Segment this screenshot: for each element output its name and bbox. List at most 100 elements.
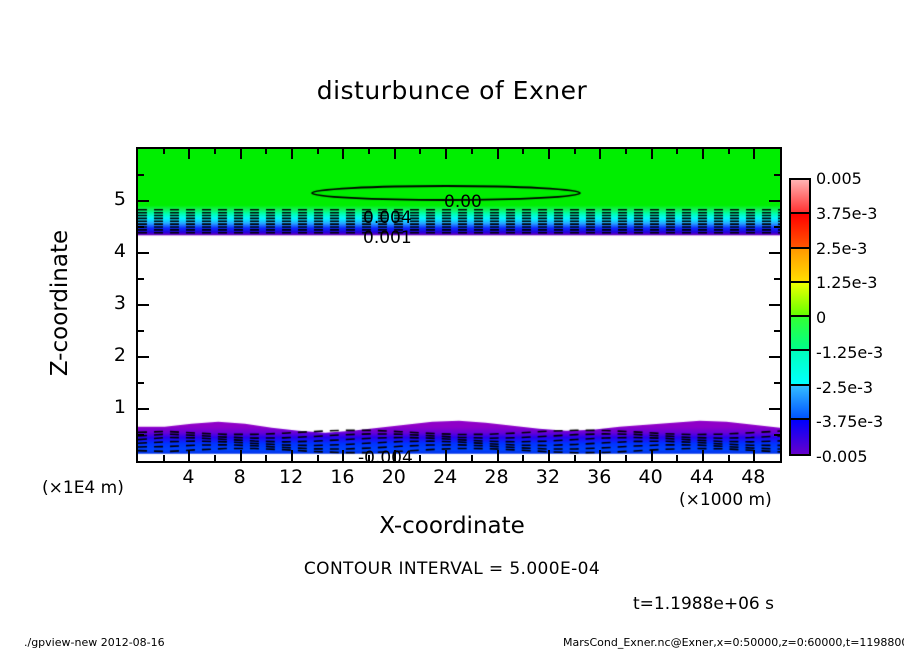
- x-tick-22: [419, 455, 422, 461]
- x-tick-label: 24: [433, 466, 458, 488]
- y-tick-right-4: [769, 252, 780, 254]
- x-tick-top-42: [676, 148, 679, 154]
- contour-value-label: 0.004: [363, 208, 412, 228]
- y-axis-unit-label: (×1E4 m): [42, 478, 124, 498]
- x-tick-14: [316, 455, 319, 461]
- x-tick-top-32: [547, 148, 550, 159]
- y-tick-1: [138, 408, 149, 410]
- colorbar-band-4: [791, 317, 809, 352]
- colorbar-label: -3.75e-3: [816, 412, 884, 432]
- colorbar-label: 3.75e-3: [816, 203, 878, 223]
- x-tick-24: [445, 450, 448, 461]
- x-axis-title: X-coordinate: [379, 513, 525, 539]
- contour-value-label: 0.00: [444, 192, 482, 212]
- y-tick-right-1: [769, 408, 780, 410]
- colorbar-label: 0: [816, 308, 827, 327]
- contour-value-label: 0.001: [363, 228, 412, 248]
- x-tick-top-40: [650, 148, 653, 159]
- y-axis-title: Z-coordinate: [47, 229, 73, 377]
- x-tick-36: [599, 450, 602, 461]
- y-tick-label: 3: [113, 292, 126, 314]
- y-tick-labels: 1 2 3 4 5: [78, 0, 126, 654]
- x-tick-top-4: [188, 148, 191, 159]
- x-tick-top-18: [368, 148, 371, 154]
- time-label: t=1.1988e+06 s: [633, 594, 774, 614]
- x-tick-label: 48: [741, 466, 766, 488]
- colorbar-labels: 0.005 3.75e-3 2.5e-3 1.25e-3 0 -1.25e-3 -2.5e-…: [816, 169, 904, 466]
- y-tick-4.5: [138, 226, 144, 228]
- x-tick-label: 28: [484, 466, 509, 488]
- y-tick-1.5: [138, 382, 144, 384]
- x-tick-top-26: [470, 148, 473, 154]
- y-tick-4: [138, 252, 149, 254]
- plot-area: [136, 147, 782, 463]
- x-tick-top-46: [727, 148, 730, 154]
- x-tick-38: [624, 455, 627, 461]
- x-tick-12: [291, 450, 294, 461]
- colorbar-band-2: [791, 248, 809, 283]
- x-tick-top-38: [624, 148, 627, 154]
- x-tick-26: [470, 455, 473, 461]
- x-tick-28: [496, 450, 499, 461]
- x-tick-top-12: [291, 148, 294, 159]
- x-tick-top-48: [753, 148, 756, 159]
- x-tick-2: [162, 455, 165, 461]
- y-tick-right-4.5: [774, 226, 780, 228]
- x-tick-top-2: [162, 148, 165, 154]
- x-tick-44: [701, 450, 704, 461]
- colorbar-label: -0.005: [816, 447, 868, 466]
- colorbar-label: -1.25e-3: [816, 342, 884, 362]
- y-tick-0.5: [138, 434, 144, 436]
- page-title: disturbunce of Exner: [316, 76, 588, 105]
- y-tick-5.5: [138, 174, 144, 176]
- x-tick-top-28: [496, 148, 499, 159]
- x-tick-top-6: [214, 148, 217, 154]
- y-tick-right-1.5: [774, 382, 780, 384]
- y-tick-3: [138, 304, 149, 306]
- x-tick-8: [239, 450, 242, 461]
- colorbar-label: 2.5e-3: [816, 238, 868, 258]
- x-tick-top-36: [599, 148, 602, 159]
- x-tick-label: 44: [689, 466, 715, 488]
- x-tick-label: 40: [638, 466, 663, 488]
- y-tick-right-3.5: [774, 278, 780, 280]
- footer-command-label: ./gpview-new 2012-08-16: [24, 636, 165, 649]
- x-tick-48: [753, 450, 756, 461]
- x-tick-label: 16: [330, 466, 355, 488]
- y-tick-right-3: [769, 304, 780, 306]
- x-tick-46: [727, 455, 730, 461]
- y-tick-2.5: [138, 330, 144, 332]
- contour-value-label: -0.004: [358, 448, 413, 468]
- y-tick-3.5: [138, 278, 144, 280]
- x-tick-top-44: [701, 148, 704, 159]
- colorbar-band-7: [791, 419, 809, 454]
- x-tick-top-20: [393, 148, 396, 159]
- x-tick-20: [393, 450, 396, 461]
- y-tick-right-2.5: [774, 330, 780, 332]
- x-tick-32: [547, 450, 550, 461]
- y-tick-right-0.5: [774, 434, 780, 436]
- x-tick-18: [368, 455, 371, 461]
- x-tick-top-22: [419, 148, 422, 154]
- x-tick-label: 8: [233, 466, 246, 488]
- y-tick-right-5: [769, 200, 780, 202]
- x-tick-4: [188, 450, 191, 461]
- colorbar-label: 0.005: [816, 169, 862, 188]
- footer-source-label: MarsCond_Exner.nc@Exner,x=0:50000,z=0:60…: [563, 636, 904, 649]
- y-tick-label: 4: [113, 240, 126, 262]
- x-tick-label: 12: [278, 466, 304, 488]
- x-tick-top-14: [316, 148, 319, 154]
- y-tick-right-2: [769, 356, 780, 358]
- colorbar-band-0: [791, 180, 809, 215]
- x-tick-10: [265, 455, 268, 461]
- contour-plot-canvas: [138, 149, 780, 461]
- x-tick-top-30: [522, 148, 525, 154]
- y-tick-label: 2: [113, 344, 126, 366]
- y-tick-label: 5: [113, 188, 126, 210]
- x-tick-label: 4: [182, 466, 195, 488]
- x-tick-label: 20: [381, 466, 406, 488]
- y-tick-2: [138, 356, 149, 358]
- x-tick-40: [650, 450, 653, 461]
- colorbar-band-5: [791, 351, 809, 386]
- colorbar-label: -2.5e-3: [816, 377, 874, 397]
